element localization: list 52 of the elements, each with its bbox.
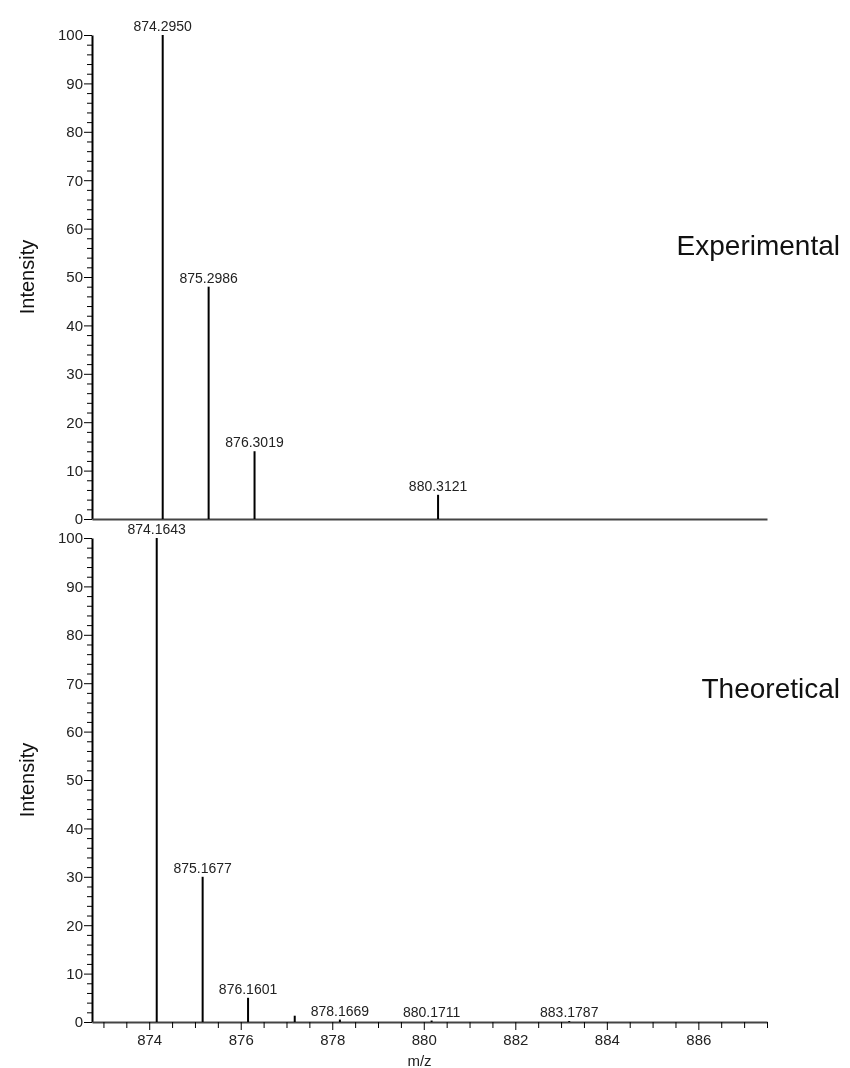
y-axis-title: Intensity: [16, 742, 38, 818]
y-tick-label: 0: [74, 510, 83, 528]
annotation: 874.1643: [127, 521, 187, 537]
bar: [247, 997, 250, 1022]
y-tick-label: 70: [66, 171, 83, 189]
y-tick-label: 90: [66, 74, 83, 92]
annotation: 878.1669: [310, 1002, 370, 1019]
y-tick-label: 50: [66, 268, 83, 286]
x-axis-title: m/z: [407, 1052, 432, 1068]
bar: [155, 538, 158, 1022]
bar: [207, 286, 210, 519]
y-tick-label: 30: [66, 868, 83, 886]
y-tick-label: 10: [66, 964, 83, 982]
annotation: 875.1677: [173, 859, 233, 876]
y-tick-label: 0: [74, 1013, 83, 1031]
y-tick-label: 80: [66, 123, 83, 141]
y-tick-label: 40: [66, 819, 83, 837]
y-tick-label: 50: [66, 771, 83, 789]
bar: [293, 1015, 296, 1022]
y-tick-label: 60: [66, 219, 83, 237]
x-tick-label: 878: [320, 1030, 346, 1048]
x-tick-label: 886: [686, 1030, 712, 1048]
y-tick-label: 90: [66, 577, 83, 595]
annotation: 874.2950: [133, 18, 193, 34]
bar: [437, 494, 440, 519]
text: Theoretical: [701, 673, 840, 704]
y-axis-title: Intensity: [16, 239, 38, 315]
y-tick-label: 30: [66, 365, 83, 383]
annotation: 880.1711: [402, 1003, 461, 1020]
bar: [201, 876, 204, 1022]
y-tick-label: 70: [66, 674, 83, 692]
y-tick-label: 100: [57, 529, 83, 547]
annotation: 880.3121: [408, 477, 468, 494]
y-tick-label: 20: [66, 916, 83, 934]
y-tick-label: 20: [66, 413, 83, 431]
x-tick-label: 880: [411, 1030, 437, 1048]
annotation: 876.3019: [225, 434, 284, 451]
bar: [161, 35, 164, 519]
y-tick-label: 10: [66, 461, 83, 479]
annotation: 876.1601: [218, 980, 278, 997]
y-tick-label: 80: [66, 626, 83, 644]
y-tick-label: 100: [57, 26, 83, 44]
bar: [253, 451, 256, 519]
x-tick-label: 876: [228, 1030, 254, 1048]
annotation: 875.2986: [179, 269, 239, 286]
x-tick-label: 884: [594, 1030, 620, 1048]
x-tick-label: 874: [137, 1030, 163, 1048]
y-tick-label: 40: [66, 316, 83, 334]
annotation: 883.1787: [540, 1004, 599, 1021]
y-tick-label: 60: [66, 722, 83, 740]
text: Experimental: [676, 230, 840, 261]
x-tick-label: 882: [503, 1030, 529, 1048]
